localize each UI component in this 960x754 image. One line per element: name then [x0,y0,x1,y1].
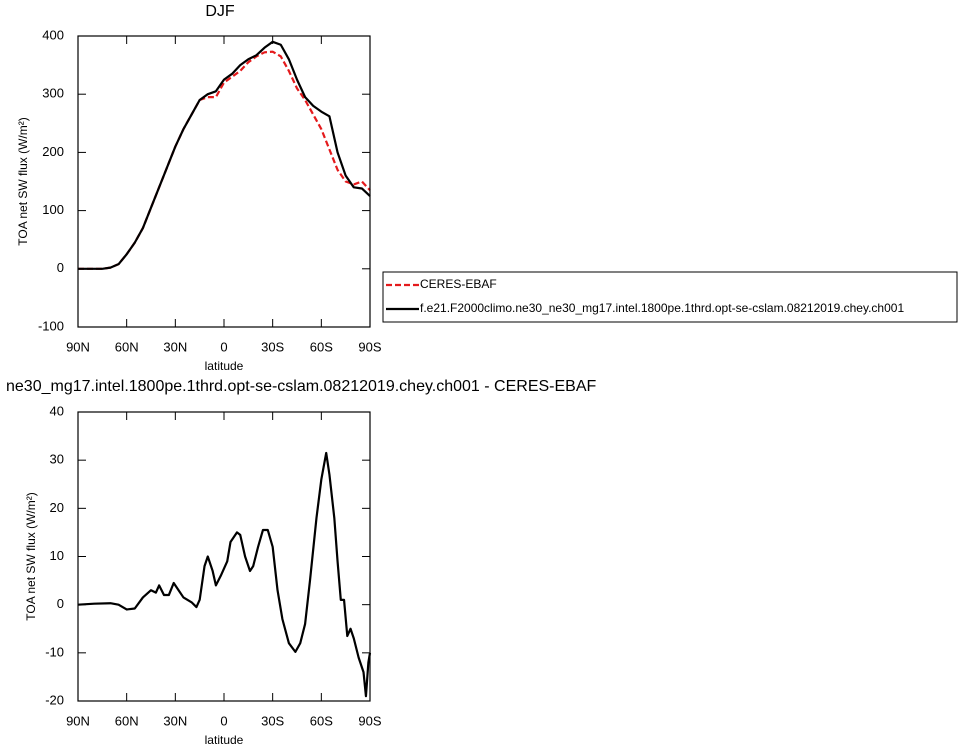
y-tick-label: 300 [42,86,64,101]
data-line [77,451,372,698]
y-tick-label: 100 [42,202,64,217]
x-axis-label: latitude [205,359,244,373]
chart-title: DJF [205,3,235,20]
plot-frame [77,35,371,328]
plot-frame [77,411,371,702]
y-axis-label: TOA net SW flux (W/m²) [16,117,30,245]
y-tick-label: 40 [50,403,64,418]
data-line [78,50,371,270]
x-tick-label: 90S [358,713,381,728]
chart-title: ne30_mg17.intel.1800pe.1thrd.opt-se-csla… [6,378,597,395]
x-tick-label: 30S [261,713,284,728]
x-tick-label: 30N [163,713,187,728]
y-tick-label: 10 [50,548,64,563]
y-tick-label: 400 [42,27,64,42]
x-tick-label: 60N [115,339,139,354]
y-tick-label: -10 [45,644,64,659]
x-axis-label: latitude [205,733,244,747]
y-axis-label: TOA net SW flux (W/m²) [24,492,38,620]
legend-box [382,271,958,323]
x-tick-label: 90S [358,339,381,354]
y-tick-label: 0 [57,260,64,275]
y-tick-label: 0 [57,596,64,611]
x-tick-label: 60N [115,713,139,728]
data-line [78,40,371,270]
x-tick-label: 90N [66,339,90,354]
legend-label: CERES-EBAF [420,277,497,291]
x-tick-label: 30N [163,339,187,354]
x-tick-label: 0 [220,713,227,728]
x-tick-label: 0 [220,339,227,354]
x-tick-label: 60S [310,339,333,354]
y-tick-label: 200 [42,144,64,159]
y-tick-label: 20 [50,500,64,515]
y-tick-label: -100 [38,318,64,333]
x-tick-label: 60S [310,713,333,728]
x-tick-label: 90N [66,713,90,728]
y-tick-label: -20 [45,692,64,707]
legend-label: f.e21.F2000climo.ne30_ne30_mg17.intel.18… [420,301,904,315]
x-tick-label: 30S [261,339,284,354]
y-tick-label: 30 [50,452,64,467]
